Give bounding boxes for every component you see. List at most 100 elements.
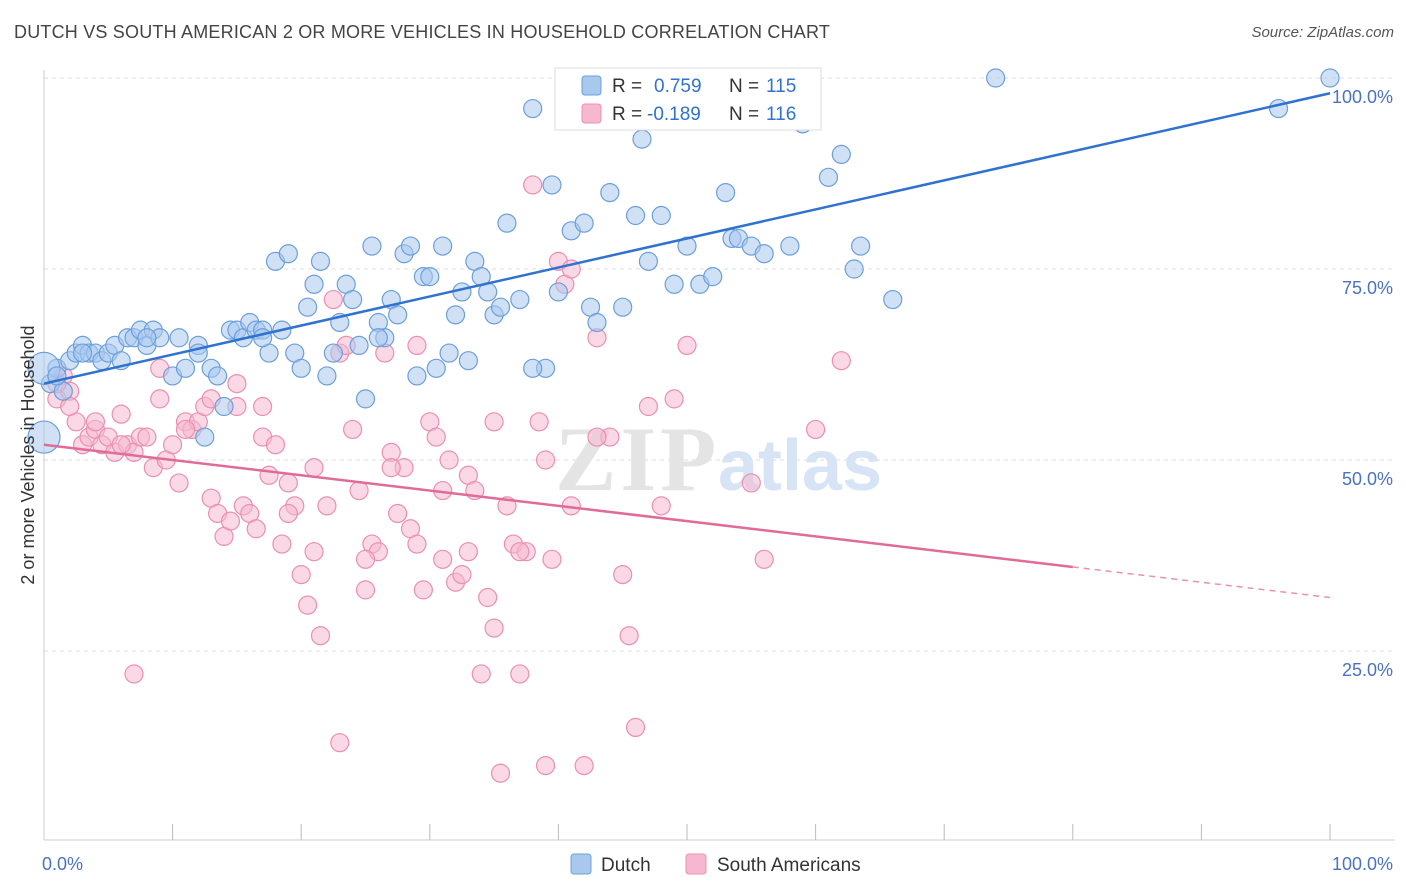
south-americans-point-109 — [381, 458, 401, 478]
south-americans-point-101 — [175, 419, 196, 440]
dutch-point-85 — [651, 205, 671, 226]
dutch-point-95 — [780, 236, 800, 256]
south-americans-point-86 — [625, 717, 646, 738]
south-americans-point-85 — [619, 626, 639, 646]
south-americans-point-94 — [831, 351, 851, 371]
south-americans-point-19 — [169, 473, 189, 493]
south-americans-point-88 — [651, 496, 671, 516]
dutch-point-69 — [490, 297, 511, 317]
south-americans-point-10 — [111, 404, 131, 424]
south-americans-point-97 — [85, 412, 106, 432]
grid-lines — [44, 77, 1395, 652]
south-americans-point-112 — [458, 542, 478, 562]
dutch-point-40 — [304, 274, 324, 294]
dutch-point-46 — [343, 289, 363, 310]
south-americans-point-46 — [343, 419, 363, 440]
south-americans-point-38 — [291, 564, 311, 585]
dutch-point-101 — [883, 289, 903, 310]
correlation-legend: R = 0.759 N = 115 R = -0.189 N = 116 — [554, 67, 822, 131]
dutch-point-71 — [510, 289, 530, 310]
south-americans-point-59 — [426, 427, 446, 447]
x-tick-label-max: 100.0% — [1332, 854, 1393, 874]
south-americans-point-89 — [664, 389, 684, 409]
x-tick-label-min: 0.0% — [42, 854, 83, 874]
legend-n-label-dutch: N = — [729, 76, 759, 97]
x-axis-ticks — [172, 824, 1331, 840]
dutch-point-43 — [323, 343, 343, 363]
dutch-point-70 — [497, 213, 517, 233]
south-americans-point-90 — [677, 335, 697, 355]
south-americans-point-63 — [452, 564, 472, 585]
dutch-point-108 — [137, 328, 157, 348]
dutch-point-87 — [677, 236, 697, 256]
south-americans-point-33 — [259, 465, 279, 485]
dutch-point-102 — [986, 68, 1006, 88]
south-americans-point-53 — [388, 503, 408, 524]
dutch-point-58 — [420, 267, 440, 287]
dutch-point-60 — [433, 236, 453, 256]
dutch-point-39 — [298, 297, 318, 317]
dutch-point-42 — [317, 366, 337, 386]
dutch-point-83 — [632, 129, 652, 149]
dutch-point-77 — [574, 213, 594, 233]
dutch-point-25 — [208, 366, 228, 386]
y-axis-title: 2 or more Vehicles in Household — [18, 325, 38, 584]
south-americans-point-74 — [523, 175, 543, 195]
south-americans-point-110 — [407, 534, 427, 554]
south-americans-point-36 — [278, 473, 298, 493]
dutch-point-61 — [439, 343, 459, 363]
dutch-point-86 — [664, 274, 684, 294]
south-americans-point-75 — [529, 412, 549, 432]
legend-r-value-south-americans: -0.189 — [647, 104, 701, 125]
dutch-point-98 — [831, 144, 851, 164]
south-americans-point-35 — [272, 534, 292, 554]
dutch-point-48 — [355, 389, 376, 409]
south-americans-point-47 — [349, 480, 369, 501]
south-americans-point-108 — [355, 549, 376, 569]
bottom-legend-label-dutch: Dutch — [601, 855, 651, 876]
south-americans-point-91 — [741, 473, 761, 493]
south-americans-point-99 — [124, 664, 144, 684]
dutch-point-53 — [388, 305, 408, 325]
dutch-point-59 — [426, 358, 446, 378]
south-americans-point-105 — [278, 503, 298, 524]
south-americans-point-66 — [471, 664, 491, 684]
dutch-point-112 — [523, 358, 543, 378]
south-americans-point-34 — [265, 435, 286, 455]
y-tick-label-25: 25.0% — [1342, 660, 1393, 680]
dutch-point-23 — [195, 427, 215, 447]
source-label: Source: ZipAtlas.com — [1251, 24, 1394, 41]
dutch-point-100 — [851, 236, 871, 256]
south-americans-point-14 — [137, 427, 157, 447]
south-americans-point-72 — [510, 664, 530, 684]
south-americans-point-27 — [220, 511, 241, 531]
south-americans-point-48 — [355, 580, 376, 600]
south-americans-point-117 — [587, 427, 607, 447]
south-americans-point-115 — [535, 450, 556, 470]
dutch-point-21 — [175, 358, 196, 378]
south-americans-point-77 — [542, 549, 562, 569]
y-tick-label-100: 100.0% — [1332, 87, 1393, 107]
watermark-atlas: atlas — [718, 426, 882, 506]
dutch-point-94 — [754, 244, 774, 264]
y-tick-label-75: 75.0% — [1342, 278, 1393, 298]
south-americans-point-87 — [638, 396, 659, 417]
south-americans-point-111 — [433, 549, 453, 569]
legend-n-value-dutch: 115 — [766, 76, 796, 97]
dutch-point-110 — [253, 328, 273, 348]
dutch-trend-line — [43, 92, 1331, 385]
dutch-point-62 — [445, 305, 466, 325]
dutch-point-64 — [458, 351, 478, 371]
dutch-point-79 — [587, 312, 607, 333]
south-americans-point-69 — [490, 763, 511, 783]
south-americans-point-107 — [330, 733, 350, 753]
series-legend: Dutch South Americans — [570, 853, 861, 876]
south-americans-point-114 — [510, 542, 530, 562]
dutch-point-104 — [1320, 68, 1340, 88]
legend-n-value-south-americans: 116 — [766, 104, 796, 125]
watermark-zip: ZIP — [555, 408, 720, 510]
legend-r-label-south-americans: R = — [612, 104, 642, 125]
south-americans-point-76 — [535, 755, 556, 776]
south-americans-point-103 — [227, 374, 247, 394]
